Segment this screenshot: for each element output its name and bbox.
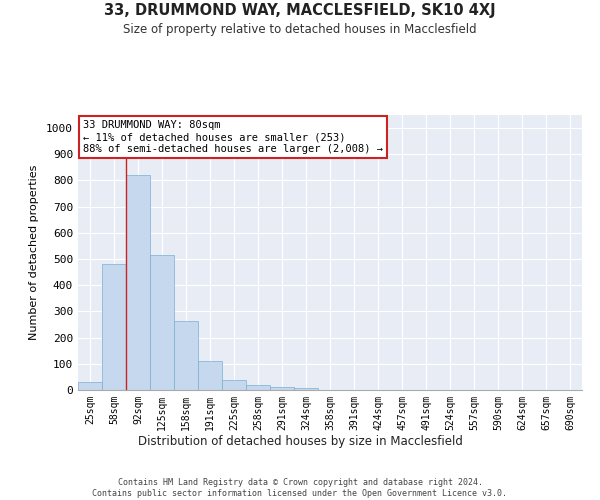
Bar <box>270 387 294 390</box>
Y-axis label: Number of detached properties: Number of detached properties <box>29 165 39 340</box>
Text: Size of property relative to detached houses in Macclesfield: Size of property relative to detached ho… <box>123 22 477 36</box>
Bar <box>198 361 222 390</box>
Bar <box>126 175 150 390</box>
Bar <box>222 380 246 390</box>
Bar <box>246 385 270 390</box>
Text: Distribution of detached houses by size in Macclesfield: Distribution of detached houses by size … <box>137 435 463 448</box>
Text: 33, DRUMMOND WAY, MACCLESFIELD, SK10 4XJ: 33, DRUMMOND WAY, MACCLESFIELD, SK10 4XJ <box>104 2 496 18</box>
Bar <box>78 382 102 390</box>
Bar <box>174 321 198 390</box>
Bar <box>294 388 318 390</box>
Text: 33 DRUMMOND WAY: 80sqm
← 11% of detached houses are smaller (253)
88% of semi-de: 33 DRUMMOND WAY: 80sqm ← 11% of detached… <box>83 120 383 154</box>
Bar <box>150 255 174 390</box>
Text: Contains HM Land Registry data © Crown copyright and database right 2024.
Contai: Contains HM Land Registry data © Crown c… <box>92 478 508 498</box>
Bar <box>102 264 126 390</box>
